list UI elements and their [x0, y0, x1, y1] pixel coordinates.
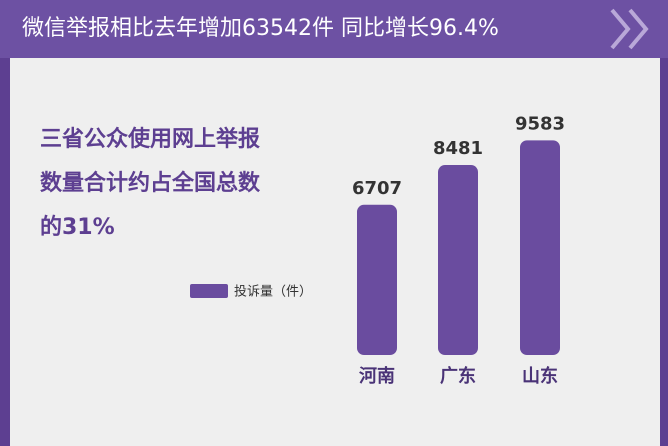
value-label: 6707 — [352, 178, 402, 199]
chevron — [610, 8, 631, 50]
x-tick-label: 广东 — [440, 365, 476, 387]
legend-label: 投诉量（件） — [234, 284, 312, 300]
banner — [0, 0, 668, 58]
annotation: 三省公众使用网上举报 — [40, 126, 260, 152]
value-label: 8481 — [433, 138, 483, 159]
bar — [357, 204, 397, 355]
bar — [520, 140, 560, 355]
annotation: 数量合计约占全国总数 — [40, 170, 261, 196]
annotation: 的31% — [40, 214, 115, 240]
chart-title: 微信举报相比去年增加63542件 同比增长96.4% — [22, 16, 499, 41]
chevron — [628, 8, 649, 50]
bar — [438, 165, 478, 355]
x-tick-label: 山东 — [522, 365, 558, 387]
value-label: 9583 — [515, 113, 565, 134]
x-tick-label: 河南 — [359, 365, 395, 387]
legend-swatch — [190, 284, 228, 298]
